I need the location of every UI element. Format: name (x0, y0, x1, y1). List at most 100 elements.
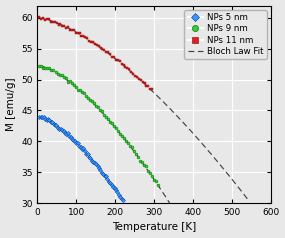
NPs 11 nm (95, 43, 99, 47)
NPs 5 nm (118, 195, 123, 199)
NPs 11 nm (150, 87, 154, 91)
NPs 9 nm (126, 141, 130, 145)
NPs 5 nm (111, 185, 115, 189)
NPs 11 nm (49, 20, 53, 24)
NPs 11 nm (79, 35, 84, 38)
NPs 11 nm (137, 77, 141, 80)
NPs 9 nm (107, 120, 112, 124)
NPs 5 nm (40, 115, 44, 119)
NPs 5 nm (88, 156, 93, 159)
Y-axis label: M [emu/g]: M [emu/g] (5, 78, 16, 131)
NPs 11 nm (45, 17, 49, 21)
NPs 9 nm (43, 66, 48, 70)
NPs 11 nm (129, 70, 133, 74)
NPs 5 nm (89, 159, 94, 163)
NPs 5 nm (53, 123, 57, 127)
NPs 9 nm (130, 145, 134, 149)
NPs 5 nm (104, 174, 108, 178)
NPs 9 nm (69, 81, 74, 85)
NPs 5 nm (91, 160, 95, 164)
NPs 9 nm (138, 159, 142, 163)
NPs 5 nm (81, 146, 86, 150)
NPs 11 nm (47, 17, 51, 20)
NPs 9 nm (152, 178, 156, 182)
NPs 11 nm (141, 80, 145, 84)
NPs 11 nm (70, 28, 74, 32)
NPs 11 nm (81, 34, 86, 38)
NPs 11 nm (131, 72, 135, 76)
NPs 11 nm (104, 50, 109, 54)
NPs 9 nm (140, 160, 144, 164)
NPs 11 nm (62, 24, 67, 28)
NPs 9 nm (75, 88, 80, 92)
NPs 9 nm (105, 117, 110, 121)
NPs 11 nm (43, 18, 47, 22)
NPs 11 nm (100, 47, 105, 51)
NPs 5 nm (87, 155, 91, 159)
NPs 5 nm (117, 193, 121, 197)
NPs 9 nm (144, 164, 148, 168)
NPs 5 nm (78, 145, 83, 149)
NPs 5 nm (92, 161, 97, 164)
NPs 9 nm (39, 64, 44, 68)
NPs 5 nm (85, 152, 90, 156)
NPs 11 nm (83, 35, 87, 39)
NPs 5 nm (66, 131, 70, 135)
NPs 5 nm (74, 141, 79, 145)
NPs 5 nm (58, 127, 63, 131)
NPs 11 nm (142, 81, 147, 85)
NPs 11 nm (58, 23, 63, 26)
NPs 9 nm (150, 174, 154, 178)
NPs 5 nm (105, 177, 110, 181)
NPs 9 nm (84, 94, 88, 98)
NPs 11 nm (117, 60, 122, 63)
NPs 5 nm (57, 127, 62, 131)
NPs 9 nm (124, 139, 128, 143)
NPs 11 nm (106, 50, 111, 54)
NPs 9 nm (109, 121, 114, 125)
NPs 11 nm (127, 67, 132, 71)
NPs 11 nm (91, 40, 95, 44)
NPs 5 nm (50, 120, 54, 124)
NPs 9 nm (53, 70, 58, 74)
NPs 5 nm (70, 137, 74, 141)
NPs 5 nm (114, 188, 118, 192)
NPs 5 nm (41, 115, 46, 119)
NPs 9 nm (97, 108, 102, 112)
NPs 9 nm (134, 152, 138, 156)
NPs 9 nm (49, 68, 54, 72)
NPs 11 nm (121, 63, 126, 67)
NPs 9 nm (65, 80, 70, 84)
NPs 11 nm (72, 28, 76, 32)
NPs 9 nm (93, 104, 98, 108)
NPs 5 nm (107, 180, 111, 184)
NPs 11 nm (56, 23, 61, 27)
NPs 5 nm (97, 166, 101, 170)
NPs 5 nm (80, 147, 84, 151)
NPs 9 nm (67, 79, 72, 83)
NPs 5 nm (38, 115, 43, 119)
NPs 11 nm (87, 39, 91, 43)
NPs 9 nm (81, 91, 86, 95)
NPs 11 nm (110, 55, 114, 59)
NPs 9 nm (148, 171, 152, 175)
NPs 9 nm (117, 132, 122, 136)
NPs 11 nm (74, 31, 78, 35)
NPs 9 nm (99, 109, 104, 113)
NPs 9 nm (57, 73, 62, 76)
NPs 5 nm (99, 171, 104, 174)
NPs 11 nm (144, 84, 149, 88)
NPs 9 nm (79, 90, 84, 94)
NPs 9 nm (63, 76, 68, 80)
NPs 11 nm (60, 24, 65, 28)
NPs 5 nm (47, 119, 52, 122)
NPs 5 nm (98, 168, 103, 172)
NPs 9 nm (59, 73, 64, 77)
NPs 9 nm (45, 66, 50, 69)
NPs 5 nm (108, 181, 113, 184)
NPs 11 nm (37, 15, 42, 19)
NPs 5 nm (102, 174, 107, 178)
NPs 11 nm (125, 66, 130, 70)
NPs 9 nm (154, 179, 158, 183)
NPs 11 nm (64, 26, 68, 30)
